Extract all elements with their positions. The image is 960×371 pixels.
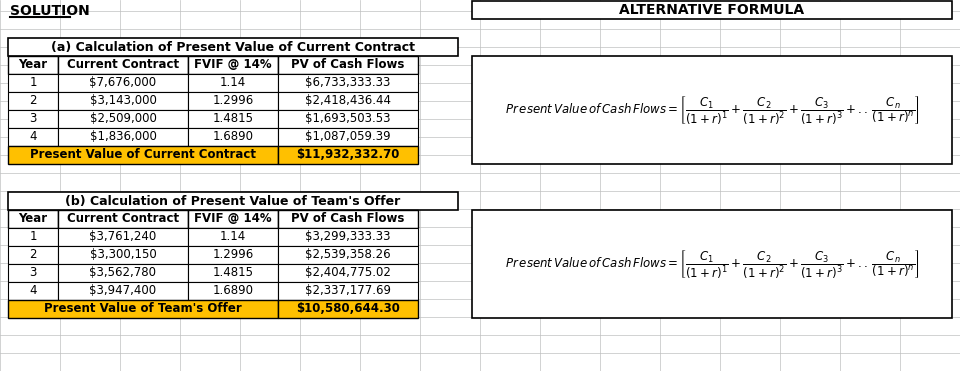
Bar (8, 264, 58, 282)
Bar (472, 56, 952, 164)
Text: $3,562,780: $3,562,780 (89, 266, 156, 279)
Bar (278, 56, 418, 74)
Text: 1.6890: 1.6890 (212, 131, 253, 144)
Text: $11,932,332.70: $11,932,332.70 (297, 148, 399, 161)
Text: PV of Cash Flows: PV of Cash Flows (291, 213, 405, 226)
Bar (58, 264, 188, 282)
Bar (8, 110, 58, 128)
Bar (278, 146, 418, 164)
Text: $3,300,150: $3,300,150 (89, 249, 156, 262)
Bar (278, 264, 418, 282)
Bar (472, 210, 952, 318)
Text: 1.14: 1.14 (220, 76, 246, 89)
Bar (278, 228, 418, 246)
Text: $3,299,333.33: $3,299,333.33 (305, 230, 391, 243)
Bar (188, 282, 278, 300)
Text: Current Contract: Current Contract (67, 59, 180, 72)
Text: FVIF @ 14%: FVIF @ 14% (194, 213, 272, 226)
Bar (8, 146, 278, 164)
Bar (58, 74, 188, 92)
Bar (8, 246, 58, 264)
Bar (188, 92, 278, 110)
Text: Present Value of Team's Offer: Present Value of Team's Offer (44, 302, 242, 315)
Bar (8, 192, 458, 210)
Bar (278, 74, 418, 92)
Text: Present Value of Current Contract: Present Value of Current Contract (30, 148, 256, 161)
Text: $2,404,775.02: $2,404,775.02 (305, 266, 391, 279)
Text: Current Contract: Current Contract (67, 213, 180, 226)
Bar (8, 128, 58, 146)
Text: (b) Calculation of Present Value of Team's Offer: (b) Calculation of Present Value of Team… (65, 194, 400, 207)
Text: $6,733,333.33: $6,733,333.33 (305, 76, 391, 89)
Text: PV of Cash Flows: PV of Cash Flows (291, 59, 405, 72)
Bar (8, 282, 58, 300)
Text: 4: 4 (29, 285, 36, 298)
Bar (278, 110, 418, 128)
Bar (58, 282, 188, 300)
Bar (278, 282, 418, 300)
Bar (278, 210, 418, 228)
Text: $\mathit{Pr\,esent\,Value\,of\,Cash\,Flows} = \left[\dfrac{C_1}{(1+r)^{1}}+\dfra: $\mathit{Pr\,esent\,Value\,of\,Cash\,Flo… (505, 248, 920, 280)
Bar (58, 128, 188, 146)
Bar (188, 110, 278, 128)
Bar (278, 300, 418, 318)
Bar (188, 128, 278, 146)
Bar (278, 246, 418, 264)
Bar (8, 210, 58, 228)
Bar (58, 56, 188, 74)
Text: $1,693,503.53: $1,693,503.53 (305, 112, 391, 125)
Text: 1.4815: 1.4815 (212, 266, 253, 279)
Text: $7,676,000: $7,676,000 (89, 76, 156, 89)
Text: 1.4815: 1.4815 (212, 112, 253, 125)
Text: $3,947,400: $3,947,400 (89, 285, 156, 298)
Bar (58, 228, 188, 246)
Text: 1: 1 (29, 230, 36, 243)
Text: Year: Year (18, 59, 48, 72)
Text: $1,087,059.39: $1,087,059.39 (305, 131, 391, 144)
Text: 1.14: 1.14 (220, 230, 246, 243)
Bar (188, 264, 278, 282)
Text: $1,836,000: $1,836,000 (89, 131, 156, 144)
Text: $3,143,000: $3,143,000 (89, 95, 156, 108)
Bar (8, 56, 58, 74)
Text: 3: 3 (30, 266, 36, 279)
Text: $2,509,000: $2,509,000 (89, 112, 156, 125)
Bar (188, 74, 278, 92)
Text: $\mathit{Pr\,esent\,Value\,of\,Cash\,Flows} = \left[\dfrac{C_1}{(1+r)^{1}}+\dfra: $\mathit{Pr\,esent\,Value\,of\,Cash\,Flo… (505, 94, 920, 126)
Text: FVIF @ 14%: FVIF @ 14% (194, 59, 272, 72)
Text: 3: 3 (30, 112, 36, 125)
Bar (58, 246, 188, 264)
Text: 1.2996: 1.2996 (212, 249, 253, 262)
Text: $3,761,240: $3,761,240 (89, 230, 156, 243)
Text: $2,539,358.26: $2,539,358.26 (305, 249, 391, 262)
Text: 1.2996: 1.2996 (212, 95, 253, 108)
Bar (188, 228, 278, 246)
Text: (a) Calculation of Present Value of Current Contract: (a) Calculation of Present Value of Curr… (51, 40, 415, 53)
Bar (278, 128, 418, 146)
Bar (8, 228, 58, 246)
Bar (8, 38, 458, 56)
Bar (8, 74, 58, 92)
Text: 1: 1 (29, 76, 36, 89)
Bar (278, 92, 418, 110)
Bar (188, 56, 278, 74)
Text: Year: Year (18, 213, 48, 226)
Bar (58, 210, 188, 228)
Bar (8, 92, 58, 110)
Bar (58, 110, 188, 128)
Text: $10,580,644.30: $10,580,644.30 (296, 302, 400, 315)
Bar (472, 1, 952, 19)
Text: 2: 2 (29, 95, 36, 108)
Text: 2: 2 (29, 249, 36, 262)
Text: $2,418,436.44: $2,418,436.44 (305, 95, 391, 108)
Text: 1.6890: 1.6890 (212, 285, 253, 298)
Text: $2,337,177.69: $2,337,177.69 (305, 285, 391, 298)
Text: ALTERNATIVE FORMULA: ALTERNATIVE FORMULA (619, 3, 804, 17)
Bar (8, 300, 278, 318)
Text: 4: 4 (29, 131, 36, 144)
Bar (188, 210, 278, 228)
Bar (188, 246, 278, 264)
Bar (58, 92, 188, 110)
Text: SOLUTION: SOLUTION (10, 4, 89, 18)
